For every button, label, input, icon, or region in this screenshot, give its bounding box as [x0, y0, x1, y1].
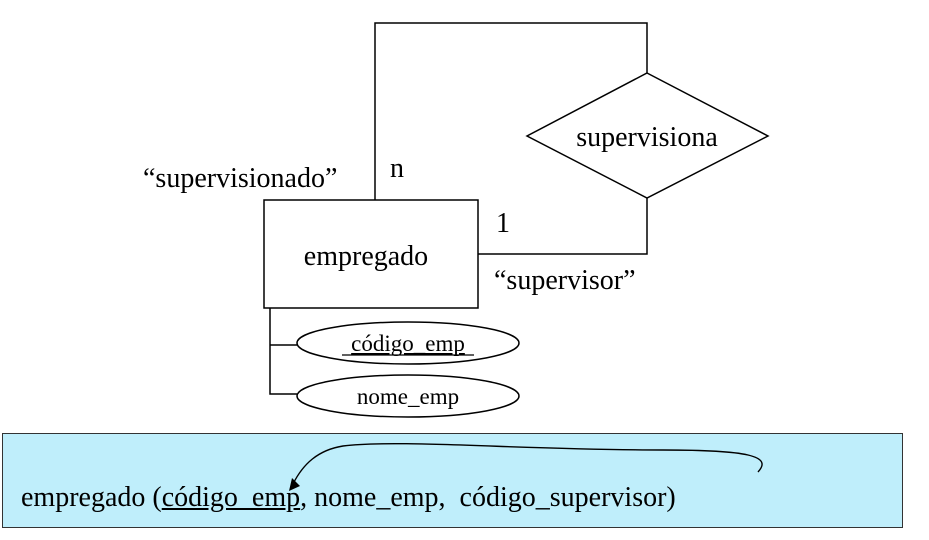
relationship-label: supervisiona — [576, 122, 718, 153]
role-supervisor-label: “supervisor” — [494, 265, 636, 296]
cardinality-many-label: n — [390, 153, 404, 184]
attribute-key-label: código_emp — [351, 331, 465, 356]
attribute-ellipse — [296, 374, 520, 418]
arrowhead-icon — [289, 478, 300, 491]
schema-primary-key: código_emp — [161, 482, 301, 513]
attribute-key-ellipse — [296, 321, 520, 365]
cardinality-one-label: 1 — [496, 208, 510, 239]
foreign-key-arrow — [289, 442, 763, 491]
schema-attribute-list: , nome_emp, código_supervisor) — [300, 482, 676, 513]
supervised-link-line — [374, 22, 648, 200]
relationship-diamond — [525, 72, 770, 199]
schema-table-open: empregado ( — [21, 482, 162, 513]
attribute-connector-line — [269, 308, 297, 395]
relational-schema-text: empregado (código_emp, nome_emp, código_… — [21, 482, 676, 514]
entity-box — [263, 199, 479, 309]
attribute-label: nome_emp — [357, 384, 459, 409]
supervisor-link-line — [478, 198, 648, 255]
role-supervised-label: “supervisionado” — [143, 163, 337, 194]
relational-schema-box: empregado (código_emp, nome_emp, código_… — [2, 433, 903, 528]
entity-label: empregado — [304, 241, 428, 272]
